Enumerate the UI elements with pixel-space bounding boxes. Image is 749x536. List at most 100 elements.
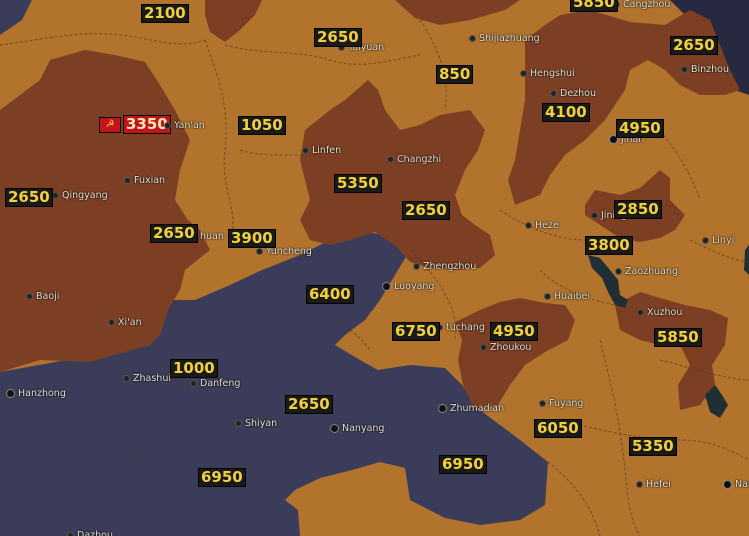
city-qingyang[interactable]: Qingyang — [52, 190, 108, 201]
player-army-flag[interactable]: ☭ 3350 — [99, 115, 171, 134]
hammer-sickle-icon: ☭ — [99, 116, 121, 133]
city-dot-icon — [550, 90, 557, 97]
city-dot-icon — [256, 248, 263, 255]
troop-count-label[interactable]: 2650 — [670, 36, 718, 55]
city-fuxian[interactable]: Fuxian — [124, 175, 165, 186]
city-dot-icon — [123, 375, 130, 382]
city-dot-icon — [26, 293, 33, 300]
city-huaibei[interactable]: Huaibei — [544, 291, 590, 302]
troop-count-label[interactable]: 5350 — [334, 174, 382, 193]
troop-count-label[interactable]: 2850 — [614, 200, 662, 219]
city-name: Cangzhou — [623, 0, 671, 10]
brown-shandong-territory[interactable] — [508, 10, 740, 205]
city-heze[interactable]: Heze — [525, 220, 559, 231]
troop-count-label[interactable]: 4950 — [616, 119, 664, 138]
city-zhashui[interactable]: Zhashui — [123, 373, 171, 384]
city-name: Nanyang — [342, 423, 385, 434]
troop-count-label[interactable]: 4950 — [490, 322, 538, 341]
city-changzhi[interactable]: Changzhi — [387, 154, 441, 165]
brown-shanxi-territory[interactable] — [300, 80, 495, 270]
troop-count-label[interactable]: 5850 — [654, 328, 702, 347]
city-name: Hanzhong — [18, 388, 66, 399]
city-linyi[interactable]: Linyi — [702, 235, 734, 246]
city-name: Xi'an — [118, 317, 142, 328]
city-yuncheng[interactable]: Yuncheng — [256, 246, 312, 257]
brown-zhoukou-territory[interactable] — [455, 298, 575, 410]
city-name: Dezhou — [560, 88, 597, 99]
troop-count-label[interactable]: 850 — [436, 65, 474, 84]
city-shijiazhuang[interactable]: Shijiazhuang — [469, 33, 540, 44]
city-nanyang[interactable]: Nanyang — [330, 423, 384, 434]
city-dazhou[interactable]: Dazhou — [67, 530, 113, 536]
city-dezhou[interactable]: Dezhou — [550, 88, 596, 99]
troop-count-label[interactable]: 1000 — [170, 359, 218, 378]
troop-count-label[interactable]: 2650 — [285, 395, 333, 414]
troop-count-label[interactable]: 2650 — [5, 188, 53, 207]
troop-count-label[interactable]: 2650 — [314, 28, 362, 47]
troop-count-label[interactable]: 6400 — [306, 285, 354, 304]
city-name: Zhoukou — [490, 342, 532, 353]
troop-count-label[interactable]: 6750 — [392, 322, 440, 341]
navy-territory[interactable] — [0, 232, 548, 536]
city-dot-icon — [190, 380, 197, 387]
city-dot-icon — [723, 480, 732, 489]
city-xuzhou[interactable]: Xuzhou — [637, 307, 682, 318]
city-cangzhou[interactable]: Cangzhou — [613, 0, 670, 10]
city-hengshui[interactable]: Hengshui — [520, 68, 575, 79]
city-zhoukou[interactable]: Zhoukou — [480, 342, 531, 353]
city-name: Heze — [535, 220, 559, 231]
city-zaozhuang[interactable]: Zaozhuang — [615, 266, 678, 277]
city-danfeng[interactable]: Danfeng — [190, 378, 240, 389]
city-xian[interactable]: Xi'an — [108, 317, 142, 328]
troop-count-label[interactable]: 6950 — [439, 455, 487, 474]
city-fuyang[interactable]: Fuyang — [539, 398, 583, 409]
city-name: Danfeng — [200, 378, 241, 389]
brown-north-territory[interactable] — [205, 0, 262, 42]
city-zhengzhou[interactable]: Zhengzhou — [413, 261, 476, 272]
city-hefei[interactable]: Hefei — [636, 479, 671, 490]
troop-count-label[interactable]: 6050 — [534, 419, 582, 438]
troop-count-label[interactable]: 2650 — [150, 224, 198, 243]
brown-north-center — [395, 0, 520, 25]
city-xuchang[interactable]: tuchang — [436, 322, 485, 333]
troop-count-label[interactable]: 2650 — [402, 201, 450, 220]
city-binzhou[interactable]: Binzhou — [681, 64, 729, 75]
troop-count-label[interactable]: 5350 — [629, 437, 677, 456]
city-baoji[interactable]: Baoji — [26, 291, 59, 302]
city-zhumadian[interactable]: Zhumadian — [438, 403, 504, 414]
city-jinan[interactable]: Jinan — [609, 134, 644, 145]
province-borders — [0, 19, 749, 536]
city-dot-icon — [609, 135, 618, 144]
city-linfen[interactable]: Linfen — [302, 145, 341, 156]
city-dot-icon — [480, 344, 487, 351]
troop-count-label[interactable]: 4100 — [542, 103, 590, 122]
city-dot-icon — [330, 424, 339, 433]
city-dot-icon — [302, 147, 309, 154]
troop-count-label[interactable]: 5850 — [570, 0, 618, 12]
city-dot-icon — [525, 222, 532, 229]
city-dot-icon — [438, 404, 447, 413]
brown-xuzhou-territory[interactable] — [615, 292, 728, 410]
city-nanjing[interactable]: Nan — [723, 479, 749, 490]
city-dot-icon — [67, 532, 74, 536]
city-dot-icon — [164, 122, 171, 129]
city-dot-icon — [681, 66, 688, 73]
troop-count-label[interactable]: 3800 — [585, 236, 633, 255]
city-hanzhong[interactable]: Hanzhong — [6, 388, 66, 399]
player-army-count: 3350 — [123, 115, 171, 134]
city-name: Binzhou — [691, 64, 730, 75]
troop-count-label[interactable]: 6950 — [198, 468, 246, 487]
troop-count-label[interactable]: 3900 — [228, 229, 276, 248]
city-dot-icon — [539, 400, 546, 407]
city-luoyang[interactable]: Luoyang — [382, 281, 434, 292]
troop-count-label[interactable]: 2100 — [141, 4, 189, 23]
city-yanan[interactable]: Yan'an — [164, 120, 205, 131]
city-name: Yuncheng — [266, 246, 312, 257]
city-shiyan[interactable]: Shiyan — [235, 418, 277, 429]
city-name: Linyi — [712, 235, 735, 246]
city-name: Hengshui — [530, 68, 575, 79]
troop-count-label[interactable]: 1050 — [238, 116, 286, 135]
city-dot-icon — [108, 319, 115, 326]
